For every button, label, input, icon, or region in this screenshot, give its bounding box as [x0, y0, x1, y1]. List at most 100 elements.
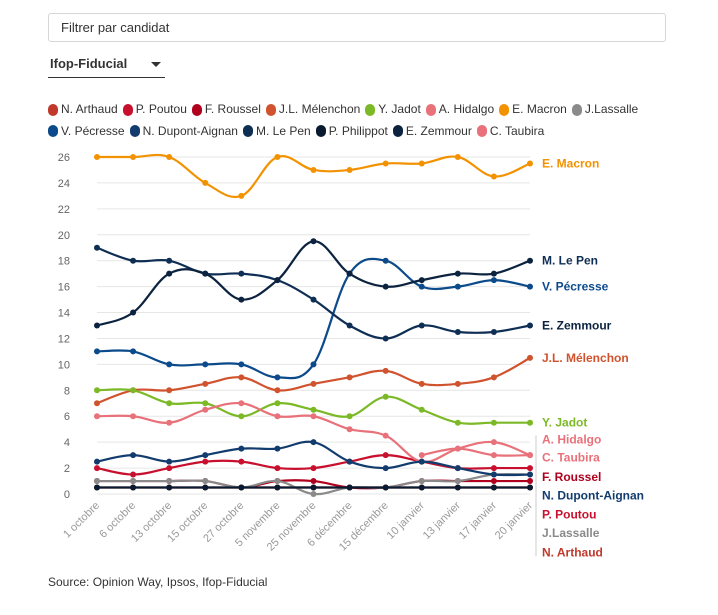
data-point[interactable]	[491, 478, 497, 484]
data-point[interactable]	[238, 446, 244, 452]
data-point[interactable]	[527, 478, 533, 484]
data-point[interactable]	[419, 478, 425, 484]
data-point[interactable]	[130, 387, 136, 393]
data-point[interactable]	[491, 173, 497, 179]
data-point[interactable]	[527, 355, 533, 361]
data-point[interactable]	[491, 277, 497, 283]
data-point[interactable]	[94, 348, 100, 354]
data-point[interactable]	[383, 433, 389, 439]
data-point[interactable]	[166, 387, 172, 393]
data-point[interactable]	[527, 160, 533, 166]
data-point[interactable]	[455, 271, 461, 277]
data-point[interactable]	[311, 361, 317, 367]
data-point[interactable]	[130, 478, 136, 484]
data-point[interactable]	[311, 478, 317, 484]
data-point[interactable]	[347, 413, 353, 419]
data-point[interactable]	[347, 167, 353, 173]
data-point[interactable]	[166, 459, 172, 465]
data-point[interactable]	[527, 452, 533, 458]
data-point[interactable]	[419, 452, 425, 458]
data-point[interactable]	[130, 154, 136, 160]
data-point[interactable]	[166, 478, 172, 484]
data-point[interactable]	[455, 284, 461, 290]
data-point[interactable]	[311, 407, 317, 413]
data-point[interactable]	[238, 400, 244, 406]
data-point[interactable]	[455, 465, 461, 471]
data-point[interactable]	[94, 465, 100, 471]
data-point[interactable]	[130, 472, 136, 478]
data-point[interactable]	[527, 472, 533, 478]
data-point[interactable]	[527, 420, 533, 426]
data-point[interactable]	[383, 465, 389, 471]
data-point[interactable]	[455, 329, 461, 335]
data-point[interactable]	[202, 452, 208, 458]
data-point[interactable]	[455, 420, 461, 426]
data-point[interactable]	[274, 400, 280, 406]
data-point[interactable]	[130, 413, 136, 419]
data-point[interactable]	[202, 478, 208, 484]
data-point[interactable]	[455, 381, 461, 387]
data-point[interactable]	[419, 277, 425, 283]
data-point[interactable]	[130, 310, 136, 316]
data-point[interactable]	[419, 323, 425, 329]
data-point[interactable]	[94, 400, 100, 406]
data-point[interactable]	[347, 271, 353, 277]
data-point[interactable]	[202, 407, 208, 413]
data-point[interactable]	[274, 413, 280, 419]
data-point[interactable]	[455, 478, 461, 484]
data-point[interactable]	[527, 258, 533, 264]
data-point[interactable]	[202, 271, 208, 277]
data-point[interactable]	[94, 485, 100, 491]
data-point[interactable]	[419, 407, 425, 413]
data-point[interactable]	[311, 238, 317, 244]
data-point[interactable]	[383, 284, 389, 290]
data-point[interactable]	[347, 426, 353, 432]
data-point[interactable]	[419, 284, 425, 290]
data-point[interactable]	[166, 361, 172, 367]
data-point[interactable]	[130, 452, 136, 458]
data-point[interactable]	[274, 387, 280, 393]
data-point[interactable]	[383, 160, 389, 166]
data-point[interactable]	[311, 167, 317, 173]
data-point[interactable]	[202, 180, 208, 186]
data-point[interactable]	[347, 485, 353, 491]
data-point[interactable]	[130, 348, 136, 354]
data-point[interactable]	[274, 374, 280, 380]
data-point[interactable]	[274, 485, 280, 491]
data-point[interactable]	[94, 323, 100, 329]
data-point[interactable]	[202, 381, 208, 387]
data-point[interactable]	[419, 381, 425, 387]
data-point[interactable]	[527, 284, 533, 290]
data-point[interactable]	[238, 361, 244, 367]
data-point[interactable]	[202, 459, 208, 465]
data-point[interactable]	[202, 485, 208, 491]
data-point[interactable]	[238, 297, 244, 303]
data-point[interactable]	[166, 420, 172, 426]
data-point[interactable]	[311, 485, 317, 491]
data-point[interactable]	[238, 459, 244, 465]
data-point[interactable]	[455, 154, 461, 160]
data-point[interactable]	[130, 258, 136, 264]
data-point[interactable]	[419, 485, 425, 491]
data-point[interactable]	[527, 485, 533, 491]
data-point[interactable]	[383, 485, 389, 491]
data-point[interactable]	[383, 258, 389, 264]
data-point[interactable]	[347, 323, 353, 329]
data-point[interactable]	[311, 381, 317, 387]
data-point[interactable]	[274, 154, 280, 160]
data-point[interactable]	[238, 413, 244, 419]
data-point[interactable]	[491, 329, 497, 335]
data-point[interactable]	[383, 368, 389, 374]
data-point[interactable]	[491, 439, 497, 445]
data-point[interactable]	[455, 485, 461, 491]
data-point[interactable]	[311, 413, 317, 419]
data-point[interactable]	[311, 439, 317, 445]
data-point[interactable]	[347, 374, 353, 380]
data-point[interactable]	[238, 374, 244, 380]
data-point[interactable]	[491, 374, 497, 380]
data-point[interactable]	[491, 420, 497, 426]
data-point[interactable]	[491, 472, 497, 478]
data-point[interactable]	[202, 400, 208, 406]
data-point[interactable]	[202, 361, 208, 367]
data-point[interactable]	[311, 465, 317, 471]
